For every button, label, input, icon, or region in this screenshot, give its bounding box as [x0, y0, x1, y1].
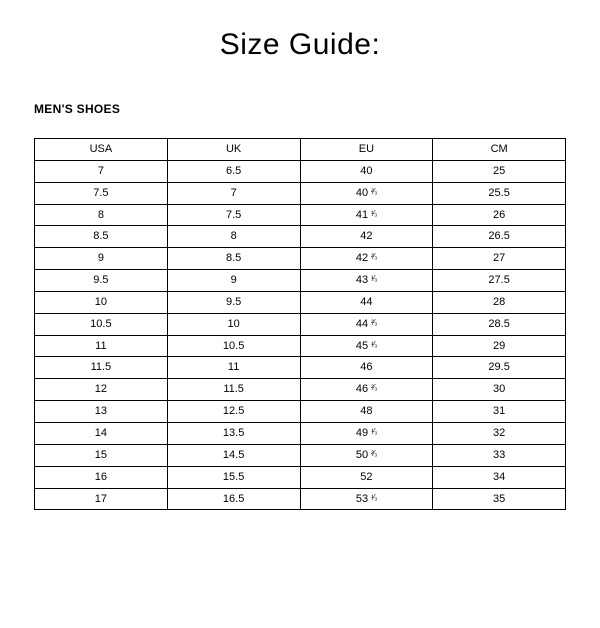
table-row: 7.5740 ²⁄₃25.5 — [35, 182, 566, 204]
table-cell: 53 ¹⁄₃ — [300, 488, 433, 510]
table-cell: 8 — [35, 204, 168, 226]
table-cell: 46 ²⁄₃ — [300, 379, 433, 401]
table-row: 8.584226.5 — [35, 226, 566, 248]
table-cell: 7 — [35, 160, 168, 182]
table-row: 98.542 ²⁄₃27 — [35, 248, 566, 270]
table-cell: 29 — [433, 335, 566, 357]
table-cell: 9 — [35, 248, 168, 270]
table-cell: 9 — [167, 270, 300, 292]
table-header-row: USA UK EU CM — [35, 139, 566, 161]
table-cell: 41 ¹⁄₃ — [300, 204, 433, 226]
table-cell: 42 — [300, 226, 433, 248]
section-subtitle: MEN'S SHOES — [34, 102, 600, 116]
table-cell: 52 — [300, 466, 433, 488]
table-cell: 10.5 — [35, 313, 168, 335]
table-cell: 12 — [35, 379, 168, 401]
table-cell: 14 — [35, 422, 168, 444]
table-cell: 10 — [35, 291, 168, 313]
table-row: 76.54025 — [35, 160, 566, 182]
table-cell: 14.5 — [167, 444, 300, 466]
table-row: 1514.550 ²⁄₃33 — [35, 444, 566, 466]
table-cell: 28 — [433, 291, 566, 313]
table-cell: 32 — [433, 422, 566, 444]
table-cell: 11.5 — [35, 357, 168, 379]
table-cell: 49 ¹⁄₃ — [300, 422, 433, 444]
size-table-container: USA UK EU CM 76.540257.5740 ²⁄₃25.587.54… — [0, 138, 600, 510]
table-cell: 33 — [433, 444, 566, 466]
table-row: 109.54428 — [35, 291, 566, 313]
table-cell: 9.5 — [35, 270, 168, 292]
table-cell: 16 — [35, 466, 168, 488]
table-cell: 11 — [167, 357, 300, 379]
table-cell: 30 — [433, 379, 566, 401]
table-cell: 43 ¹⁄₃ — [300, 270, 433, 292]
table-cell: 12.5 — [167, 401, 300, 423]
table-row: 10.51044 ²⁄₃28.5 — [35, 313, 566, 335]
table-cell: 8 — [167, 226, 300, 248]
table-cell: 26.5 — [433, 226, 566, 248]
table-cell: 13 — [35, 401, 168, 423]
table-cell: 25.5 — [433, 182, 566, 204]
table-cell: 8.5 — [35, 226, 168, 248]
table-cell: 29.5 — [433, 357, 566, 379]
table-cell: 26 — [433, 204, 566, 226]
table-cell: 17 — [35, 488, 168, 510]
table-cell: 9.5 — [167, 291, 300, 313]
table-row: 1312.54831 — [35, 401, 566, 423]
table-cell: 45 ¹⁄₃ — [300, 335, 433, 357]
table-cell: 27 — [433, 248, 566, 270]
table-cell: 25 — [433, 160, 566, 182]
size-table: USA UK EU CM 76.540257.5740 ²⁄₃25.587.54… — [34, 138, 566, 510]
table-row: 1211.546 ²⁄₃30 — [35, 379, 566, 401]
table-row: 1110.545 ¹⁄₃29 — [35, 335, 566, 357]
table-row: 11.5114629.5 — [35, 357, 566, 379]
table-cell: 28.5 — [433, 313, 566, 335]
col-header-usa: USA — [35, 139, 168, 161]
table-cell: 44 ²⁄₃ — [300, 313, 433, 335]
page-title: Size Guide: — [0, 28, 600, 62]
table-cell: 44 — [300, 291, 433, 313]
table-row: 1413.549 ¹⁄₃32 — [35, 422, 566, 444]
table-cell: 11.5 — [167, 379, 300, 401]
table-cell: 10 — [167, 313, 300, 335]
table-cell: 48 — [300, 401, 433, 423]
table-cell: 7.5 — [35, 182, 168, 204]
table-row: 9.5943 ¹⁄₃27.5 — [35, 270, 566, 292]
table-cell: 35 — [433, 488, 566, 510]
table-cell: 46 — [300, 357, 433, 379]
table-row: 1716.553 ¹⁄₃35 — [35, 488, 566, 510]
table-cell: 15 — [35, 444, 168, 466]
table-cell: 27.5 — [433, 270, 566, 292]
table-cell: 34 — [433, 466, 566, 488]
table-cell: 42 ²⁄₃ — [300, 248, 433, 270]
table-cell: 40 ²⁄₃ — [300, 182, 433, 204]
table-cell: 16.5 — [167, 488, 300, 510]
col-header-cm: CM — [433, 139, 566, 161]
table-cell: 40 — [300, 160, 433, 182]
table-cell: 7.5 — [167, 204, 300, 226]
table-cell: 15.5 — [167, 466, 300, 488]
table-cell: 8.5 — [167, 248, 300, 270]
table-row: 87.541 ¹⁄₃26 — [35, 204, 566, 226]
table-cell: 7 — [167, 182, 300, 204]
table-cell: 13.5 — [167, 422, 300, 444]
table-cell: 11 — [35, 335, 168, 357]
table-cell: 50 ²⁄₃ — [300, 444, 433, 466]
table-row: 1615.55234 — [35, 466, 566, 488]
col-header-eu: EU — [300, 139, 433, 161]
table-cell: 31 — [433, 401, 566, 423]
col-header-uk: UK — [167, 139, 300, 161]
table-cell: 10.5 — [167, 335, 300, 357]
table-cell: 6.5 — [167, 160, 300, 182]
